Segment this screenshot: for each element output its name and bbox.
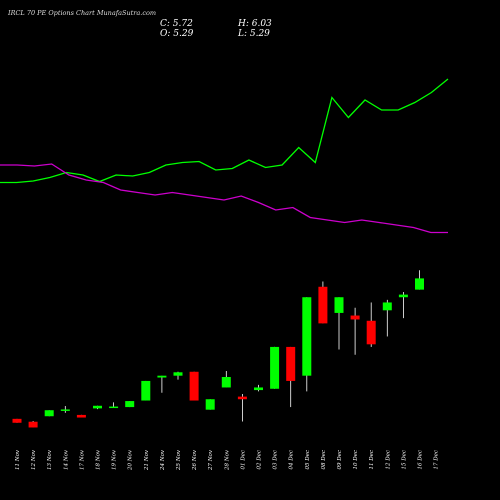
x-tick-label: 02 Dec — [257, 450, 263, 470]
candle-body-down — [76, 414, 86, 418]
candle-body-down — [189, 371, 199, 401]
candle-body-up — [382, 302, 392, 311]
candle-body-up — [415, 278, 424, 290]
chart-title: IRCL 70 PE Options Chart MunafaSutra.com — [8, 9, 157, 17]
x-tick-label: 21 Nov — [144, 449, 150, 471]
candle-body-up — [302, 297, 312, 376]
candle-body-up — [205, 399, 215, 410]
x-tick-label: 14 Nov — [63, 449, 69, 470]
x-tick-label: 03 Dec — [273, 450, 279, 470]
candle-body-up — [141, 380, 151, 401]
candle-body-up — [173, 372, 183, 376]
x-tick-label: 12 Nov — [31, 449, 37, 470]
x-tick-label: 09 Dec — [337, 450, 343, 470]
x-tick-label: 05 Dec — [305, 450, 311, 470]
magenta-indicator-line — [0, 163, 448, 234]
x-tick-label: 16 Dec — [418, 450, 424, 470]
candle-body-down — [366, 320, 376, 345]
candle-body-up — [398, 294, 408, 298]
x-tick-label: 13 Nov — [47, 449, 53, 470]
candle-body-down — [350, 315, 360, 320]
candle-body-up — [334, 297, 344, 313]
x-tick-label: 24 Nov — [160, 449, 166, 471]
candle-body-down — [28, 421, 38, 428]
candle-body-up — [270, 346, 280, 389]
x-tick-label: 04 Dec — [289, 450, 295, 470]
candle-body-down — [318, 286, 328, 324]
x-tick-label: 17 Nov — [79, 449, 85, 470]
candle-body-up — [157, 375, 167, 378]
x-tick-label: 11 Nov — [15, 449, 21, 470]
x-tick-label: 15 Dec — [401, 450, 407, 470]
candle-body-up — [254, 387, 263, 391]
candle-body-down — [237, 396, 247, 400]
x-tick-label: 10 Dec — [353, 450, 359, 470]
candle-body-up — [44, 410, 54, 417]
candle-body-up — [221, 377, 231, 388]
candle-body-down — [12, 418, 22, 423]
low-value-label: L: 5.29 — [238, 29, 270, 39]
open-value-label: O: 5.29 — [160, 29, 194, 39]
x-tick-label: 19 Nov — [112, 449, 118, 470]
x-tick-label: 11 Dec — [369, 450, 375, 470]
x-tick-label: 08 Dec — [321, 450, 327, 470]
x-tick-label: 20 Nov — [128, 449, 134, 471]
candle-body-up — [93, 405, 102, 409]
x-tick-label: 27 Nov — [208, 449, 214, 471]
high-value-label: H: 6.03 — [238, 19, 272, 29]
close-value-label: C: 5.72 — [160, 19, 193, 29]
x-tick-label: 01 Dec — [240, 450, 246, 470]
candle-body-up — [109, 406, 119, 409]
x-tick-label: 17 Dec — [434, 450, 440, 470]
green-indicator-line — [0, 78, 449, 184]
candle-body-down — [286, 346, 296, 381]
x-tick-label: 26 Nov — [192, 449, 198, 471]
x-tick-label: 25 Nov — [176, 449, 182, 471]
candle-body-up — [125, 401, 135, 408]
candle-body-up — [60, 409, 70, 411]
x-tick-label: 18 Nov — [96, 449, 102, 470]
x-tick-label: 12 Dec — [385, 450, 391, 470]
x-tick-label: 28 Nov — [224, 449, 230, 471]
